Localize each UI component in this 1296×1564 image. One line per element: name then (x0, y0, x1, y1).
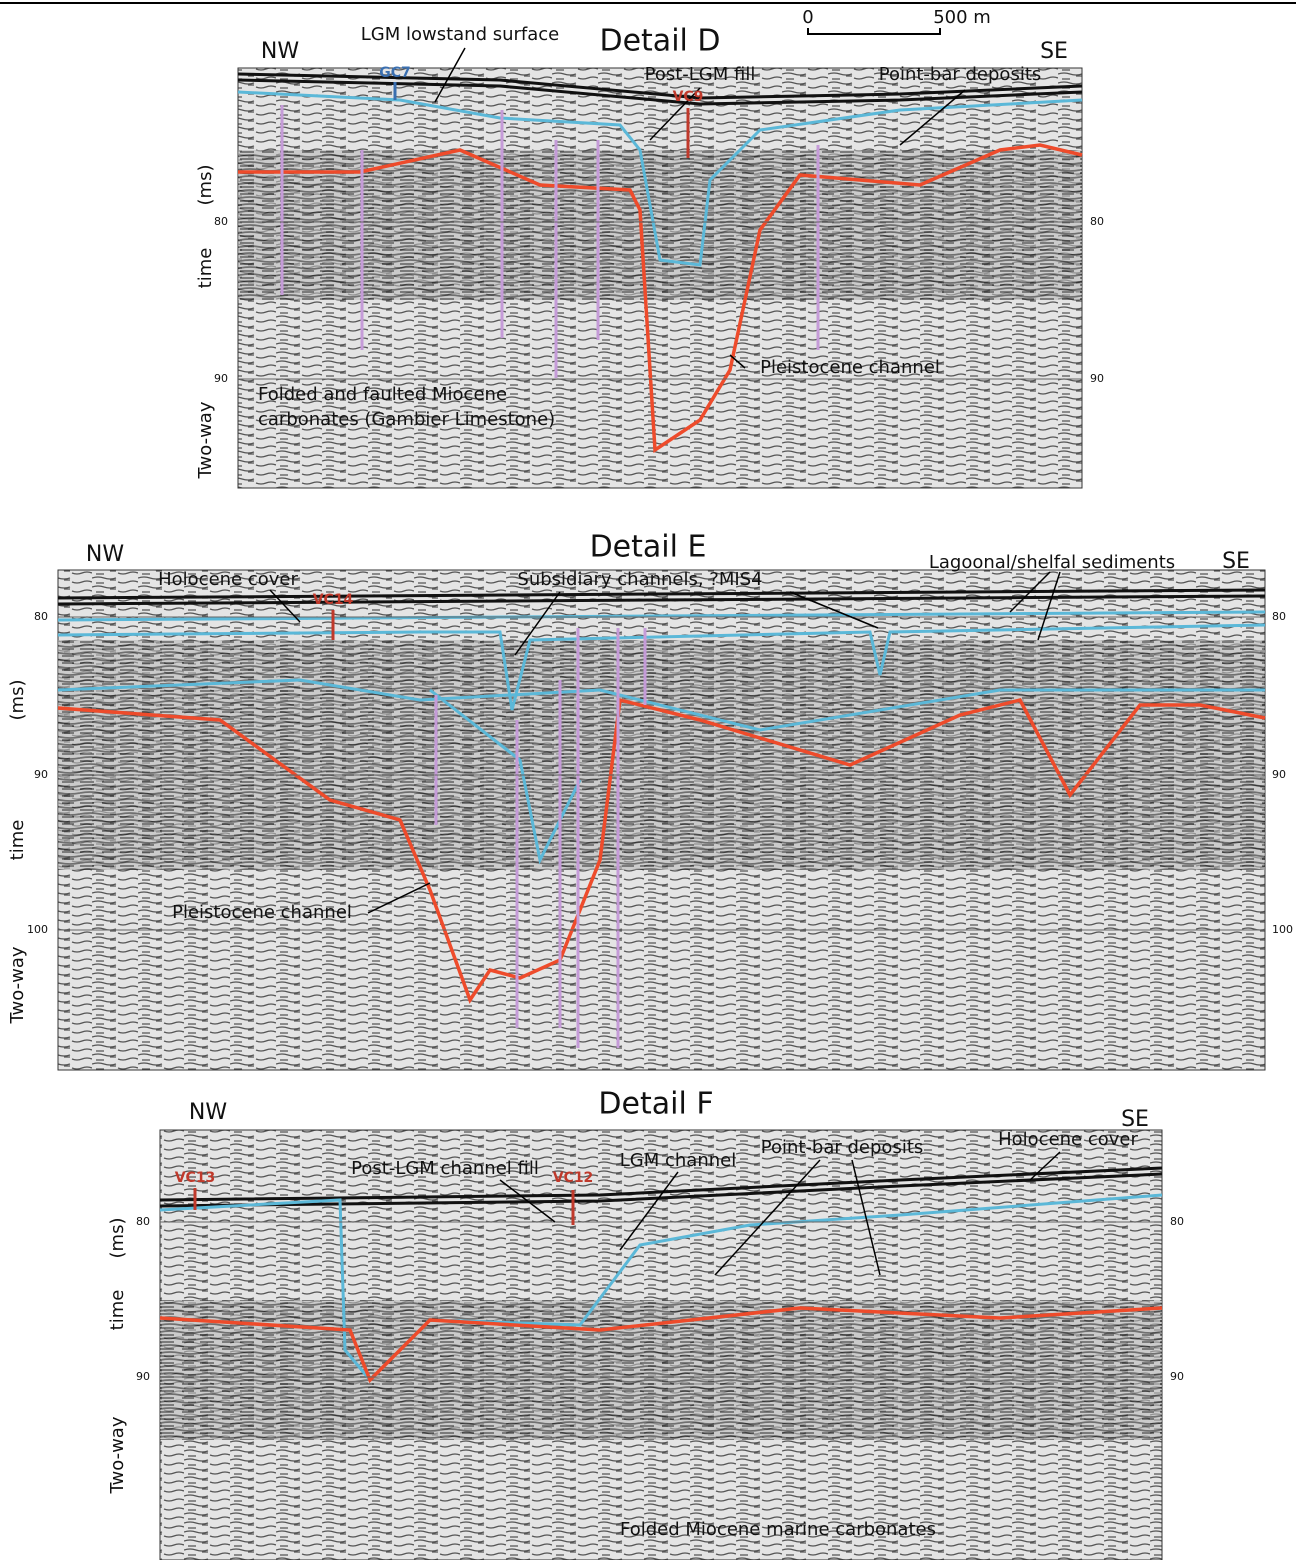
y-tick-label: 80 (136, 1215, 150, 1228)
direction-label: NW (86, 542, 124, 567)
scale-bar (808, 28, 940, 34)
y-tick-label: 90 (214, 372, 228, 385)
y-tick-label: 80 (214, 215, 228, 228)
seismic-image (58, 640, 1265, 870)
annotation: Subsidiary channels, ?MIS4 (517, 569, 762, 590)
annotation: Pleistocene channel (172, 902, 352, 923)
seismic-image (160, 1300, 1162, 1440)
annotation: Post-LGM channel fill (351, 1158, 539, 1179)
figure: 0 500 m Detail D NW SE 80 80 90 90 Two-way time (ms… (0, 0, 1296, 1560)
y-tick-label: 80 (1272, 610, 1286, 623)
y-axis-label: Two-way (7, 946, 28, 1024)
y-axis-label: time (195, 248, 216, 289)
panel-title: Detail F (598, 1087, 713, 1122)
annotation: Pleistocene channel (760, 357, 940, 378)
annotation: LGM channel (620, 1150, 736, 1171)
annotation: GC7 (379, 65, 411, 81)
y-tick-label: 90 (1090, 372, 1104, 385)
y-axis-label: time (7, 820, 28, 861)
y-tick-label: 90 (34, 768, 48, 781)
annotation: Holocene cover (158, 569, 298, 590)
annotation: Post-LGM fill (645, 64, 756, 85)
y-tick-label: 90 (136, 1370, 150, 1383)
y-axis-label: (ms) (107, 1218, 128, 1259)
y-tick-label: 90 (1272, 768, 1286, 781)
y-tick-label: 80 (34, 610, 48, 623)
y-tick-label: 100 (27, 923, 48, 936)
annotation: Folded and faulted Miocene (258, 384, 507, 405)
annotation: Folded Miocene marine carbonates (620, 1519, 936, 1540)
direction-label: NW (261, 39, 299, 64)
y-tick-label: 80 (1170, 1215, 1184, 1228)
panel-f (160, 1130, 1162, 1560)
scale-label: 500 m (933, 7, 991, 28)
y-tick-label: 90 (1170, 1370, 1184, 1383)
annotation: carbonates (Gambier Limestone) (258, 409, 555, 430)
y-axis-label: time (107, 1290, 128, 1331)
y-tick-label: 100 (1272, 923, 1293, 936)
annotation: VC9 (673, 89, 704, 105)
annotation: Lagoonal/shelfal sediments (929, 552, 1175, 573)
annotation: Point-bar deposits (761, 1137, 924, 1158)
annotation: VC13 (175, 1170, 216, 1186)
y-axis-label: (ms) (195, 165, 216, 206)
annotation: LGM lowstand surface (361, 24, 560, 45)
panel-title: Detail D (599, 24, 720, 59)
annotation: VC12 (553, 1170, 594, 1186)
panel-e (58, 570, 1265, 1070)
annotation: VC14 (313, 592, 354, 608)
y-axis-label: (ms) (7, 680, 28, 721)
scale-label: 0 (802, 7, 813, 28)
direction-label: NW (189, 1100, 227, 1125)
y-axis-label: Two-way (195, 401, 216, 479)
annotation: Point-bar deposits (879, 64, 1042, 85)
y-tick-label: 80 (1090, 215, 1104, 228)
direction-label: SE (1040, 39, 1068, 64)
annotation: Holocene cover (998, 1129, 1138, 1150)
panel-title: Detail E (590, 530, 707, 565)
y-axis-label: Two-way (107, 1416, 128, 1494)
direction-label: SE (1222, 549, 1250, 574)
